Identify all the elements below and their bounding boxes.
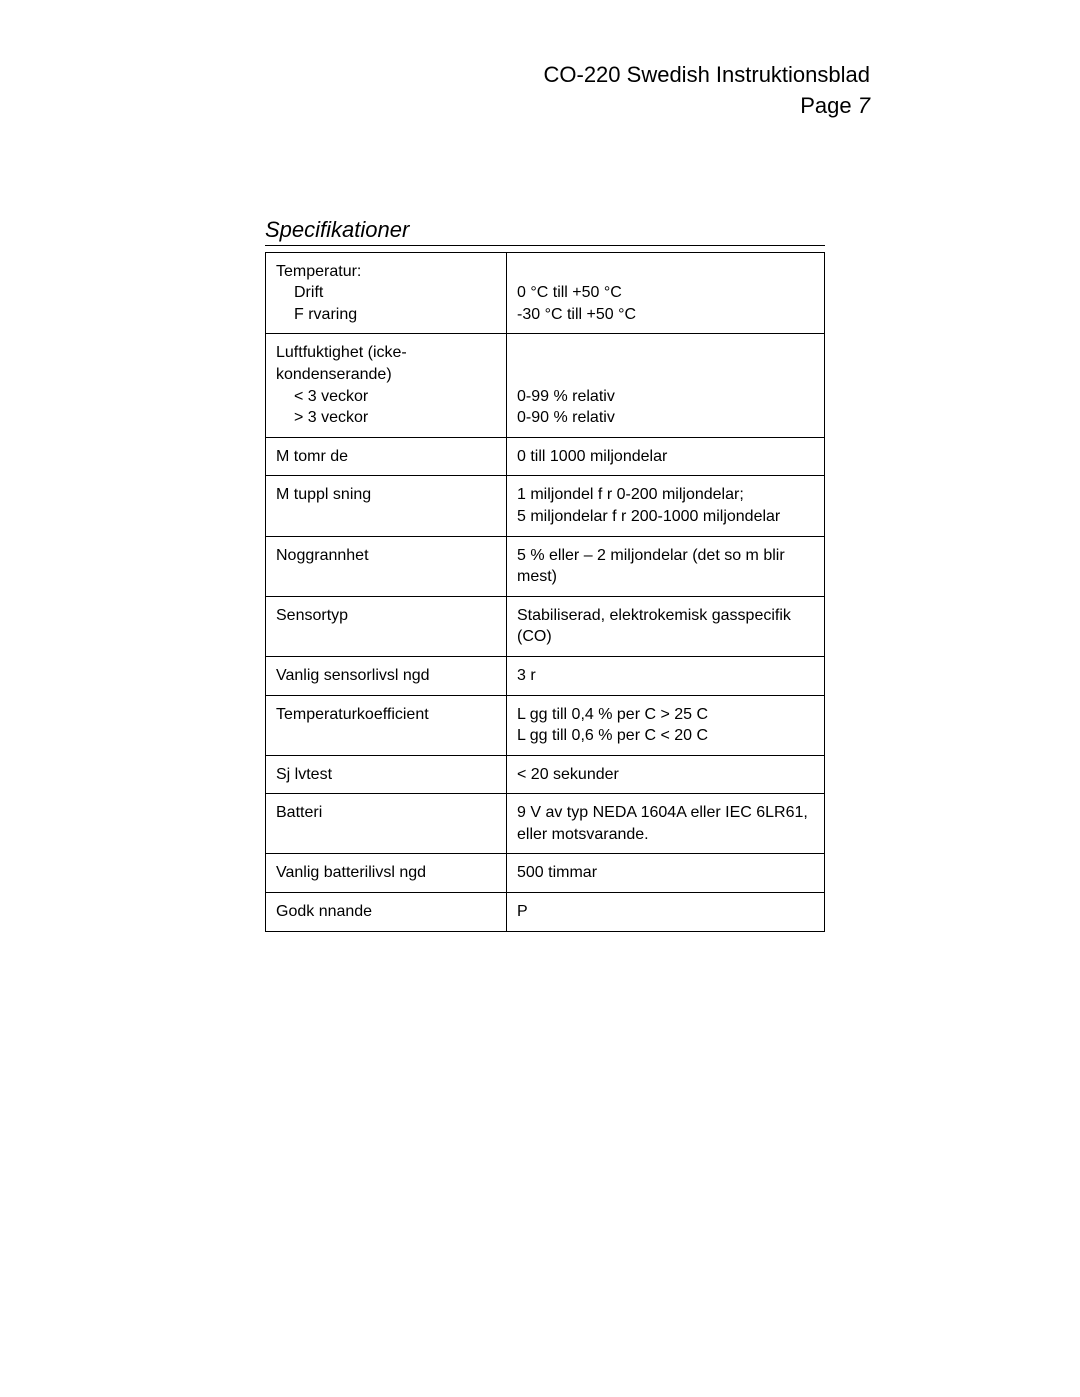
spec-label: Batteri [266, 794, 507, 854]
table-row: Temperatur: Drift F rvaring 0 °C till +5… [266, 252, 825, 334]
value-line: 1 miljondel f r 0-200 miljondelar; [517, 486, 744, 503]
spec-label: Sj lvtest [266, 755, 507, 794]
page-header: CO-220 Swedish Instruktionsblad Page 7 [100, 60, 870, 122]
label-sub: < 3 veckor [276, 386, 496, 408]
spec-value: L gg till 0,4 % per C > 25 C L gg till 0… [507, 695, 825, 755]
doc-title: CO-220 Swedish Instruktionsblad [100, 60, 870, 91]
label-sub: > 3 veckor [276, 407, 496, 429]
spec-table: Temperatur: Drift F rvaring 0 °C till +5… [265, 252, 825, 932]
table-row: Sensortyp Stabiliserad, elektrokemisk ga… [266, 596, 825, 656]
spec-value: 0 till 1000 miljondelar [507, 437, 825, 476]
spec-value: 500 timmar [507, 854, 825, 893]
label-sub: Drift [276, 282, 496, 304]
spec-value: 3 r [507, 656, 825, 695]
table-row: Batteri 9 V av typ NEDA 1604A eller IEC … [266, 794, 825, 854]
spec-label: M tuppl sning [266, 476, 507, 536]
spec-value: 5 % eller – 2 miljondelar (det so m blir… [507, 536, 825, 596]
spec-value: 0-99 % relativ 0-90 % relativ [507, 334, 825, 437]
page-number: 7 [858, 93, 870, 118]
table-row: Vanlig batterilivsl ngd 500 timmar [266, 854, 825, 893]
section-title: Specifikationer [265, 217, 825, 246]
value-line: -30 °C till +50 °C [517, 306, 636, 323]
label-main: Luftfuktighet (icke-kondenserande) [276, 344, 407, 383]
spec-value: 9 V av typ NEDA 1604A eller IEC 6LR61, e… [507, 794, 825, 854]
table-row: Temperaturkoefficient L gg till 0,4 % pe… [266, 695, 825, 755]
spec-value: 0 °C till +50 °C -30 °C till +50 °C [507, 252, 825, 334]
value-line: 5 miljondelar f r 200-1000 miljondelar [517, 508, 780, 525]
spec-value: < 20 sekunder [507, 755, 825, 794]
page-label: Page [800, 93, 851, 118]
table-row: Godk nnande P [266, 893, 825, 932]
spec-value: 1 miljondel f r 0-200 miljondelar; 5 mil… [507, 476, 825, 536]
document-page: CO-220 Swedish Instruktionsblad Page 7 S… [0, 0, 1080, 932]
table-row: Sj lvtest < 20 sekunder [266, 755, 825, 794]
table-row: Vanlig sensorlivsl ngd 3 r [266, 656, 825, 695]
page-indicator: Page 7 [100, 91, 870, 122]
label-main: Temperatur: [276, 263, 361, 280]
value-line: 0 °C till +50 °C [517, 284, 622, 301]
table-row: M tomr de 0 till 1000 miljondelar [266, 437, 825, 476]
table-row: Luftfuktighet (icke-kondenserande) < 3 v… [266, 334, 825, 437]
spec-label: Temperaturkoefficient [266, 695, 507, 755]
spec-value: Stabiliserad, elektrokemisk gasspecifik … [507, 596, 825, 656]
spec-label: Noggrannhet [266, 536, 507, 596]
spec-label: Vanlig sensorlivsl ngd [266, 656, 507, 695]
spec-label: Sensortyp [266, 596, 507, 656]
spec-label: Vanlig batterilivsl ngd [266, 854, 507, 893]
spec-label: Temperatur: Drift F rvaring [266, 252, 507, 334]
value-line: 0-99 % relativ [517, 388, 615, 405]
spec-label: M tomr de [266, 437, 507, 476]
value-line: L gg till 0,6 % per C < 20 C [517, 727, 708, 744]
label-sub: F rvaring [276, 304, 496, 326]
spec-label: Godk nnande [266, 893, 507, 932]
spec-label: Luftfuktighet (icke-kondenserande) < 3 v… [266, 334, 507, 437]
value-line: 0-90 % relativ [517, 409, 615, 426]
value-line: L gg till 0,4 % per C > 25 C [517, 706, 708, 723]
table-row: Noggrannhet 5 % eller – 2 miljondelar (d… [266, 536, 825, 596]
table-row: M tuppl sning 1 miljondel f r 0-200 milj… [266, 476, 825, 536]
spec-value: P [507, 893, 825, 932]
